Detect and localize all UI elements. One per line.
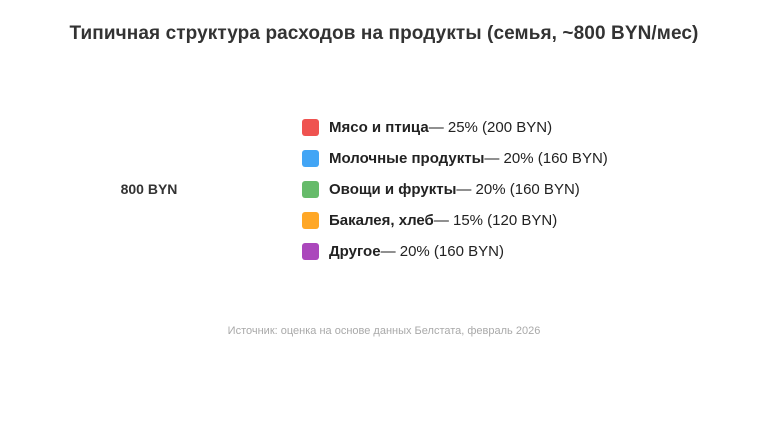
legend-item-other: Другое — 20% (160 BYN) [302, 236, 608, 267]
legend-swatch-dairy [302, 150, 319, 167]
legend-value-dairy: — 20% (160 BYN) [484, 150, 608, 167]
chart-legend: Мясо и птица — 25% (200 BYN) Молочные пр… [302, 112, 608, 267]
legend-value-vegetables: — 20% (160 BYN) [456, 181, 580, 198]
legend-item-grocery: Бакалея, хлеб — 15% (120 BYN) [302, 205, 608, 236]
legend-value-other: — 20% (160 BYN) [380, 243, 504, 260]
legend-item-dairy: Молочные продукты — 20% (160 BYN) [302, 143, 608, 174]
chart-title: Типичная структура расходов на продукты … [69, 23, 699, 44]
legend-value-meat: — 25% (200 BYN) [428, 119, 553, 136]
legend-label-vegetables: Овощи и фрукты [329, 181, 457, 198]
legend-label-meat: Мясо и птица [329, 119, 429, 136]
legend-label-grocery: Бакалея, хлеб [329, 212, 434, 229]
donut-center-total: 800 BYN [120, 181, 178, 197]
legend-value-grocery: — 15% (120 BYN) [433, 212, 558, 229]
source-note: Источник: оценка на основе данных Белста… [227, 325, 541, 337]
legend-swatch-grocery [302, 212, 319, 229]
legend-label-other: Другое [329, 243, 381, 260]
legend-swatch-meat [302, 119, 319, 136]
legend-swatch-other [302, 243, 319, 260]
legend-label-dairy: Молочные продукты [329, 150, 485, 167]
legend-swatch-vegetables [302, 181, 319, 198]
legend-item-vegetables: Овощи и фрукты — 20% (160 BYN) [302, 174, 608, 205]
legend-item-meat: Мясо и птица — 25% (200 BYN) [302, 112, 608, 143]
